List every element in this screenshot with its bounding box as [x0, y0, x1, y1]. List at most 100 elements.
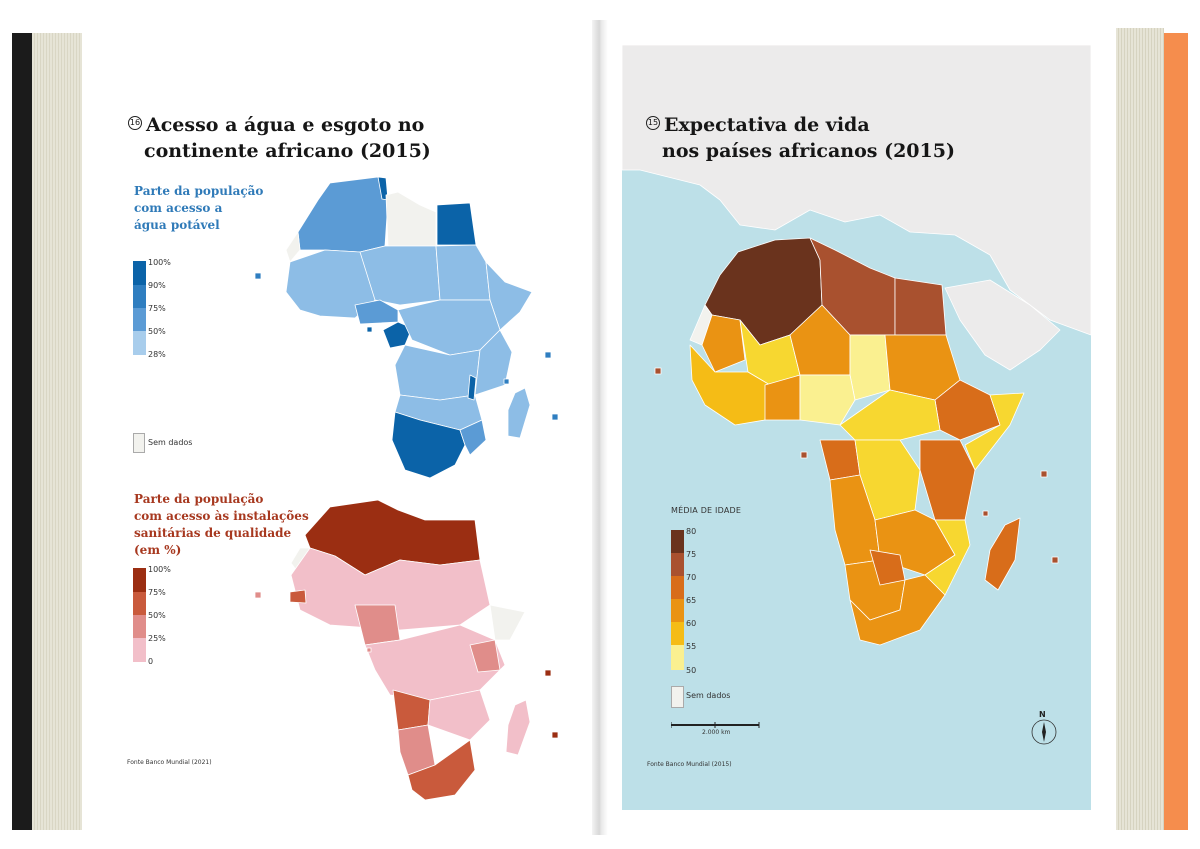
water-legend-tick: 50%	[148, 327, 166, 336]
le-south-africa	[849, 574, 946, 646]
le-sao-tome	[800, 451, 808, 459]
sanitation-west-africa	[290, 547, 491, 631]
water-gabon	[382, 321, 413, 349]
sanitation-south-africa	[407, 739, 476, 801]
page-stack-left	[32, 33, 82, 830]
north-label: N	[1039, 710, 1046, 719]
water-mauritius	[551, 413, 559, 421]
sanitation-mauritius	[551, 731, 559, 739]
no-data-swatch	[671, 686, 684, 708]
le-legend-swatch-5	[671, 622, 684, 645]
title-line-2: continente africano (2015)	[144, 140, 431, 162]
sanitation-legend-title-line-4: (em %)	[134, 543, 182, 557]
left-page-title: 16 Acesso a água e esgoto no continente a…	[128, 112, 431, 164]
sanitation-legend-swatch-1	[133, 568, 146, 592]
le-legend-tick: 75	[686, 550, 697, 559]
le-legend-swatch-2	[671, 553, 684, 576]
sanitation-senegal	[289, 589, 307, 604]
le-legend-swatch-6	[671, 645, 684, 670]
water-legend-swatch-2	[133, 285, 146, 308]
no-data-swatch	[133, 433, 145, 453]
map-number-badge: 15	[646, 116, 660, 130]
le-legend-tick: 50	[686, 666, 697, 675]
water-legend-tick: 90%	[148, 281, 166, 290]
sanitation-access-map	[254, 499, 559, 801]
book-cover-left-edge	[12, 33, 32, 830]
sanitation-madagascar	[505, 699, 531, 756]
sanitation-seychelles	[544, 669, 552, 677]
title-line-2: nos países africanos (2015)	[662, 140, 955, 162]
sanitation-legend-title-line-2: com acesso às instalações	[134, 509, 309, 523]
europe-asia-landmass	[621, 44, 1092, 336]
le-legend-tick: 70	[686, 573, 697, 582]
map-scale-bar	[671, 722, 760, 728]
water-madagascar	[507, 387, 531, 439]
water-mozambique	[459, 419, 487, 456]
le-legend-tick: 55	[686, 642, 697, 651]
water-nigeria	[354, 299, 399, 325]
life-expectancy-legend-title: MÉDIA DE IDADE	[671, 506, 742, 515]
le-legend-tick: 60	[686, 619, 697, 628]
no-data-label: Sem dados	[148, 438, 193, 447]
water-access-map	[254, 176, 559, 479]
water-southern	[391, 411, 466, 479]
le-cameroon-gabon	[819, 439, 861, 481]
sanitation-sao-tome	[366, 647, 372, 653]
map-number-badge: 16	[128, 116, 142, 130]
sanitation-legend-tick: 75%	[148, 588, 166, 597]
water-legend-title-line-1: Parte da população	[134, 184, 264, 198]
sanitation-legend-swatch-2	[133, 592, 146, 615]
water-cape-verde	[254, 272, 262, 280]
water-legend-tick: 100%	[148, 258, 171, 267]
sanitation-horn	[489, 604, 526, 641]
book-cover-right-edge	[1164, 33, 1188, 830]
le-mauritania	[701, 314, 746, 373]
le-mauritius	[1051, 556, 1059, 564]
water-legend-swatch-4	[133, 331, 146, 355]
title-line-1: Acesso a água e esgoto no	[146, 114, 425, 136]
water-sao-tome	[366, 326, 373, 333]
le-seychelles	[1040, 470, 1048, 478]
arabian-peninsula	[944, 279, 1061, 371]
sanitation-legend-title-line-1: Parte da população	[134, 492, 264, 506]
sanitation-legend-title-line-3: sanitárias de qualidade	[134, 526, 292, 540]
sanitation-legend-title: Parte da população com acesso às instala…	[134, 491, 309, 559]
water-legend-title-line-3: água potável	[134, 218, 220, 232]
left-page-source: Fonte Banco Mundial (2021)	[127, 759, 212, 766]
sanitation-legend-tick: 0	[148, 657, 154, 666]
no-data-label: Sem dados	[686, 691, 731, 700]
le-cape-verde	[654, 367, 662, 375]
water-seychelles	[544, 351, 552, 359]
le-chad	[849, 334, 891, 401]
le-legend-tick: 80	[686, 527, 697, 536]
sanitation-central	[364, 624, 506, 701]
water-legend-title: Parte da população com acesso a água pot…	[134, 183, 284, 234]
right-page-title: 15 Expectativa de vida nos países african…	[646, 112, 955, 164]
sanitation-south-central	[427, 689, 491, 741]
le-comoros	[982, 510, 989, 517]
le-east-africa	[919, 439, 976, 521]
page-stack-right	[1116, 28, 1164, 830]
sanitation-legend-swatch-4	[133, 638, 146, 662]
le-nigeria	[799, 374, 856, 426]
le-legend-swatch-1	[671, 530, 684, 553]
water-legend-tick: 75%	[148, 304, 166, 313]
water-comoros	[503, 378, 510, 385]
water-malawi	[467, 374, 477, 401]
water-east	[474, 329, 513, 396]
sanitation-legend-tick: 50%	[148, 611, 166, 620]
sanitation-east	[469, 639, 501, 673]
sanitation-legend-tick: 100%	[148, 565, 171, 574]
compass-north-icon	[1031, 719, 1057, 745]
le-egypt	[894, 277, 947, 336]
le-legend-tick: 65	[686, 596, 697, 605]
le-legend-swatch-4	[671, 599, 684, 622]
water-legend-title-line-2: com acesso a	[134, 201, 223, 215]
map-scale-label: 2.000 km	[702, 729, 731, 736]
book-gutter	[592, 20, 608, 835]
water-legend-tick: 28%	[148, 350, 166, 359]
le-madagascar	[984, 517, 1021, 591]
